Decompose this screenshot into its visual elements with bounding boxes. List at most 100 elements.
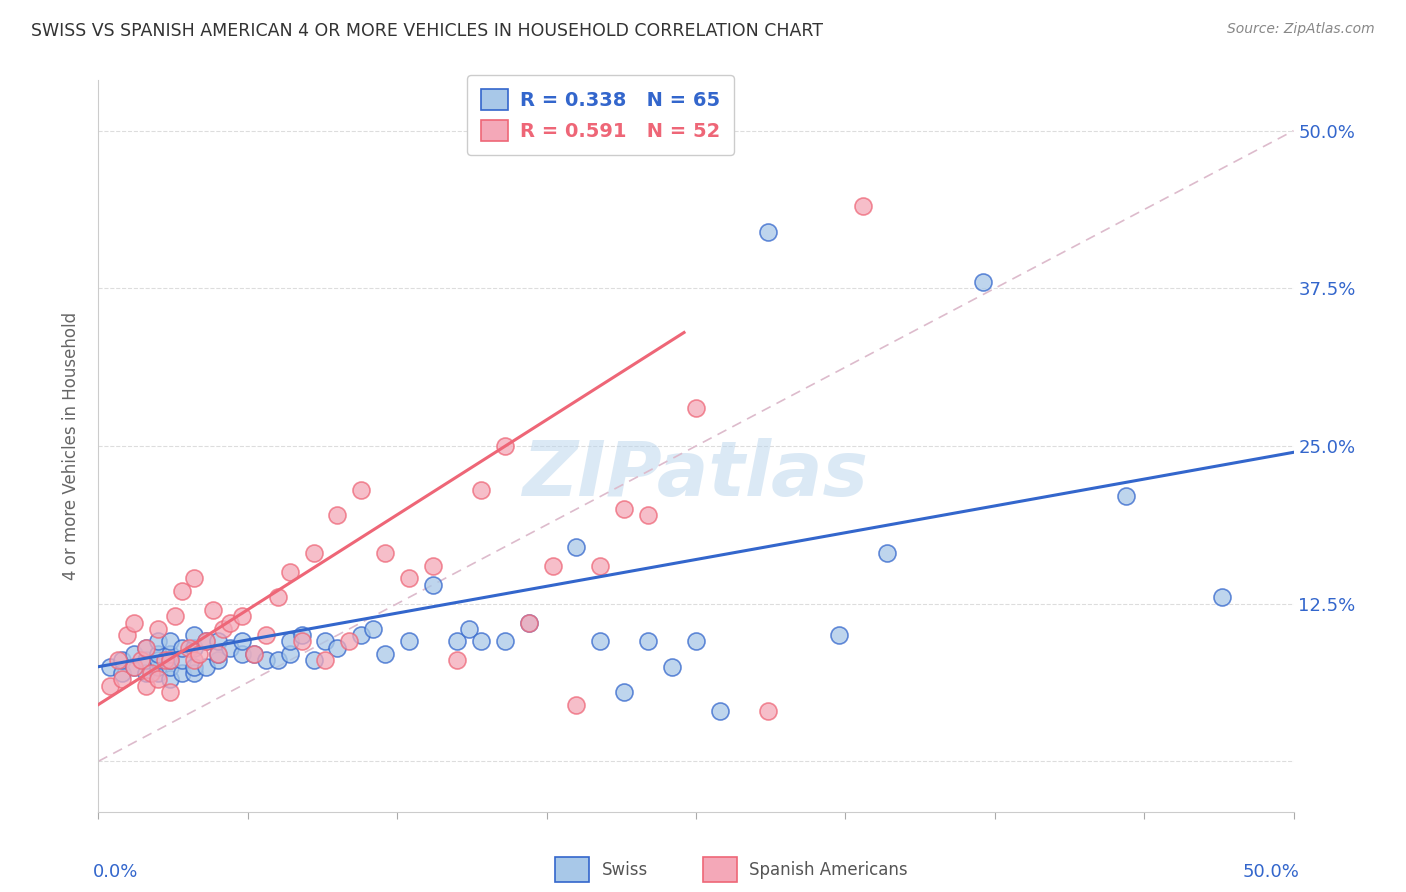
Point	[291, 628, 314, 642]
FancyBboxPatch shape	[703, 857, 737, 882]
Point	[637, 508, 659, 523]
Point	[195, 659, 218, 673]
Point	[148, 659, 170, 673]
Point	[326, 640, 349, 655]
Point	[243, 647, 266, 661]
Point	[163, 609, 186, 624]
Point	[195, 634, 218, 648]
Point	[470, 634, 492, 648]
Point	[183, 659, 205, 673]
Point	[972, 275, 994, 289]
Point	[494, 634, 516, 648]
Point	[613, 685, 636, 699]
Point	[613, 502, 636, 516]
Point	[541, 558, 564, 573]
Point	[302, 546, 325, 560]
Text: 0.0%: 0.0%	[93, 863, 138, 881]
Point	[350, 483, 373, 497]
Point	[756, 225, 779, 239]
Point	[139, 665, 162, 680]
Point	[231, 634, 253, 648]
Point	[852, 199, 875, 213]
Point	[422, 558, 444, 573]
Point	[148, 647, 170, 661]
Point	[470, 483, 492, 497]
Point	[363, 622, 385, 636]
Point	[458, 622, 481, 636]
Point	[124, 615, 146, 630]
Point	[187, 647, 209, 661]
Point	[876, 546, 898, 560]
Point	[148, 673, 170, 687]
Point	[517, 615, 540, 630]
Point	[159, 673, 181, 687]
Point	[211, 622, 233, 636]
Point	[195, 634, 218, 648]
Text: Spanish Americans: Spanish Americans	[749, 861, 908, 879]
Point	[207, 634, 229, 648]
Point	[589, 558, 612, 573]
Point	[219, 615, 242, 630]
Point	[172, 665, 194, 680]
Point	[155, 653, 177, 667]
FancyBboxPatch shape	[555, 857, 589, 882]
Point	[494, 439, 516, 453]
Point	[756, 704, 779, 718]
Point	[135, 640, 157, 655]
Point	[254, 653, 277, 667]
Point	[661, 659, 683, 673]
Point	[446, 653, 468, 667]
Point	[291, 634, 314, 648]
Point	[219, 640, 242, 655]
Point	[159, 685, 181, 699]
Point	[172, 653, 194, 667]
Point	[172, 640, 194, 655]
Point	[446, 634, 468, 648]
Point	[339, 634, 361, 648]
Point	[115, 628, 138, 642]
Point	[148, 653, 170, 667]
Point	[135, 665, 157, 680]
Point	[231, 609, 253, 624]
Legend: R = 0.338   N = 65, R = 0.591   N = 52: R = 0.338 N = 65, R = 0.591 N = 52	[467, 75, 734, 154]
Point	[709, 704, 731, 718]
Point	[124, 659, 146, 673]
Point	[1211, 591, 1233, 605]
Point	[124, 659, 146, 673]
Point	[159, 647, 181, 661]
Point	[111, 673, 134, 687]
Point	[183, 571, 205, 585]
Point	[183, 628, 205, 642]
Point	[302, 653, 325, 667]
Point	[148, 634, 170, 648]
Point	[148, 622, 170, 636]
Point	[267, 591, 290, 605]
Text: 50.0%: 50.0%	[1243, 863, 1299, 881]
Text: SWISS VS SPANISH AMERICAN 4 OR MORE VEHICLES IN HOUSEHOLD CORRELATION CHART: SWISS VS SPANISH AMERICAN 4 OR MORE VEHI…	[31, 22, 823, 40]
Point	[159, 653, 181, 667]
Point	[278, 634, 301, 648]
Text: Source: ZipAtlas.com: Source: ZipAtlas.com	[1227, 22, 1375, 37]
Point	[589, 634, 612, 648]
Point	[398, 634, 420, 648]
Point	[254, 628, 277, 642]
Point	[243, 647, 266, 661]
Point	[135, 640, 157, 655]
Point	[159, 653, 181, 667]
Point	[398, 571, 420, 585]
Point	[159, 659, 181, 673]
Point	[207, 647, 229, 661]
Point	[159, 634, 181, 648]
Point	[517, 615, 540, 630]
Point	[315, 634, 337, 648]
Point	[374, 546, 396, 560]
Point	[326, 508, 349, 523]
Point	[183, 640, 205, 655]
Point	[135, 679, 157, 693]
Point	[98, 659, 122, 673]
Point	[565, 698, 588, 712]
Point	[107, 653, 129, 667]
Point	[315, 653, 337, 667]
Point	[124, 647, 146, 661]
Point	[148, 665, 170, 680]
